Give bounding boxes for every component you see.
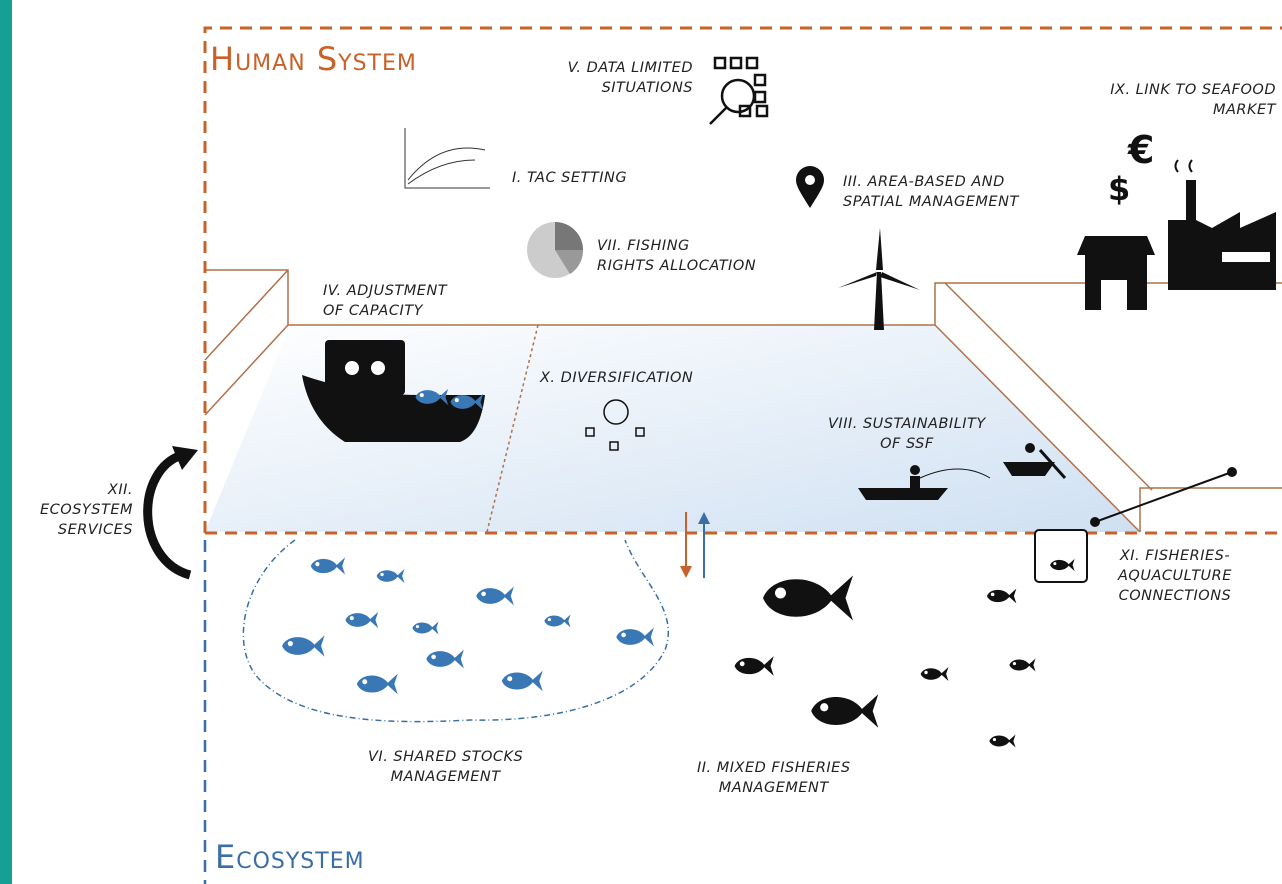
label-area-based: III. AREA-BASED AND SPATIAL MANAGEMENT (843, 172, 1019, 212)
ecosystem-title: Ecosystem (215, 838, 365, 876)
side-bar (0, 0, 12, 884)
human-system-title: Human System (210, 40, 417, 78)
label-capacity: IV. ADJUSTMENT OF CAPACITY (323, 281, 447, 321)
page: Fisheries management diagram html, body … (0, 0, 1282, 884)
diagram-page: {"titles": {"human": "Human System", "ec… (0, 0, 1282, 884)
label-ecosystem-services: XII. ECOSYSTEM SERVICES (40, 480, 133, 540)
black-fish (735, 558, 1074, 748)
label-seafood-market: IX. LINK TO SEAFOOD MARKET (1110, 80, 1276, 120)
stock-boundary (243, 540, 668, 722)
label-mixed-fisheries: II. MIXED FISHERIES MANAGEMENT (697, 758, 851, 798)
euro-symbol: € (1128, 128, 1154, 172)
dollar-symbol: $ (1108, 170, 1130, 208)
blue-fish (282, 557, 654, 694)
label-tac: I. TAC SETTING (512, 168, 627, 188)
data-icon (710, 58, 767, 124)
label-shared-stocks: VI. SHARED STOCKS MANAGEMENT (368, 747, 523, 787)
services-arrow (148, 455, 190, 575)
pin-hole (805, 175, 815, 185)
pie-icon (527, 222, 583, 278)
pin-icon (796, 166, 824, 208)
diagram-graphics (0, 0, 1282, 884)
label-diversification: X. DIVERSIFICATION (540, 368, 693, 388)
market-icons (1077, 160, 1276, 310)
label-ssf: VIII. SUSTAINABILITY OF SSF (828, 414, 986, 454)
label-fishing-rights: VII. FISHING RIGHTS ALLOCATION (597, 236, 756, 276)
wind-turbine (838, 228, 920, 330)
label-data-limited: V. DATA LIMITED SITUATIONS (568, 58, 693, 98)
tac-icon (405, 128, 490, 188)
label-aquaculture: XI. FISHERIES- AQUACULTURE CONNECTIONS (1118, 546, 1232, 606)
